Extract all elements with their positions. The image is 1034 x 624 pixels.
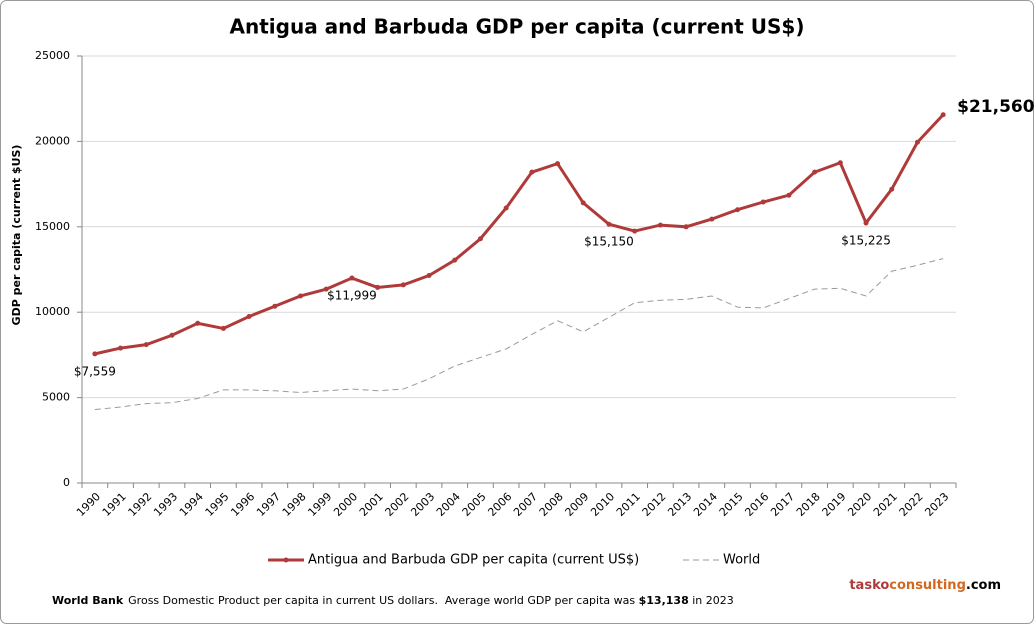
brand-part: .com	[966, 578, 1001, 593]
marker	[760, 199, 766, 205]
marker	[195, 320, 201, 326]
marker	[632, 228, 638, 234]
marker	[246, 313, 252, 319]
marker	[298, 293, 303, 299]
y-tick-label: 5000	[42, 391, 70, 404]
y-tick-label: 10000	[35, 305, 70, 318]
marker	[863, 220, 869, 226]
marker	[92, 351, 98, 357]
data-label: $11,999	[327, 289, 377, 303]
marker	[529, 169, 535, 175]
line	[94, 258, 944, 411]
y-tick-label: 20000	[35, 134, 70, 147]
marker	[323, 286, 329, 292]
marker	[349, 275, 355, 281]
marker	[118, 345, 124, 351]
marker	[709, 216, 715, 222]
brand-part: tasko	[849, 578, 889, 593]
brand-part: consulting	[889, 578, 966, 593]
marker	[914, 139, 920, 145]
legend-label: World	[723, 553, 760, 568]
marker	[426, 272, 432, 278]
data-label: $15,225	[841, 233, 891, 247]
marker	[555, 161, 561, 167]
data-label: $21,560	[957, 97, 1034, 117]
legend-marker	[283, 557, 289, 563]
marker	[786, 192, 792, 198]
marker	[683, 224, 689, 230]
marker	[940, 112, 946, 118]
marker	[220, 325, 226, 331]
y-tick-label: 25000	[35, 49, 70, 62]
marker	[580, 200, 586, 206]
marker	[503, 205, 509, 211]
y-axis-label: GDP per capita (current $US)	[10, 145, 23, 326]
footer-text: Gross Domestic Product per capita in cur…	[128, 594, 638, 607]
marker	[657, 222, 663, 228]
line	[94, 113, 945, 356]
chart-title: Antigua and Barbuda GDP per capita (curr…	[230, 15, 805, 39]
marker	[889, 186, 895, 192]
marker	[606, 221, 612, 227]
marker	[400, 282, 406, 288]
footer: World Bank Gross Domestic Product per cap…	[52, 594, 734, 607]
y-tick-label: 0	[63, 476, 70, 489]
footer-tail: in 2023	[689, 594, 734, 607]
marker	[477, 236, 483, 242]
data-label: $7,559	[74, 364, 116, 378]
footer-source: World Bank	[52, 594, 124, 607]
footer-highlight: $13,138	[639, 594, 689, 607]
marker	[837, 160, 843, 166]
marker	[812, 169, 818, 175]
brand: taskoconsulting.com	[849, 578, 1001, 593]
marker	[375, 284, 381, 290]
data-label: $15,150	[584, 235, 634, 249]
y-tick-label: 15000	[35, 220, 70, 233]
marker	[452, 257, 458, 263]
legend-label: Antigua and Barbuda GDP per capita (curr…	[308, 553, 639, 568]
marker	[272, 303, 278, 309]
marker	[169, 332, 175, 338]
marker	[735, 207, 740, 213]
marker	[143, 342, 149, 348]
